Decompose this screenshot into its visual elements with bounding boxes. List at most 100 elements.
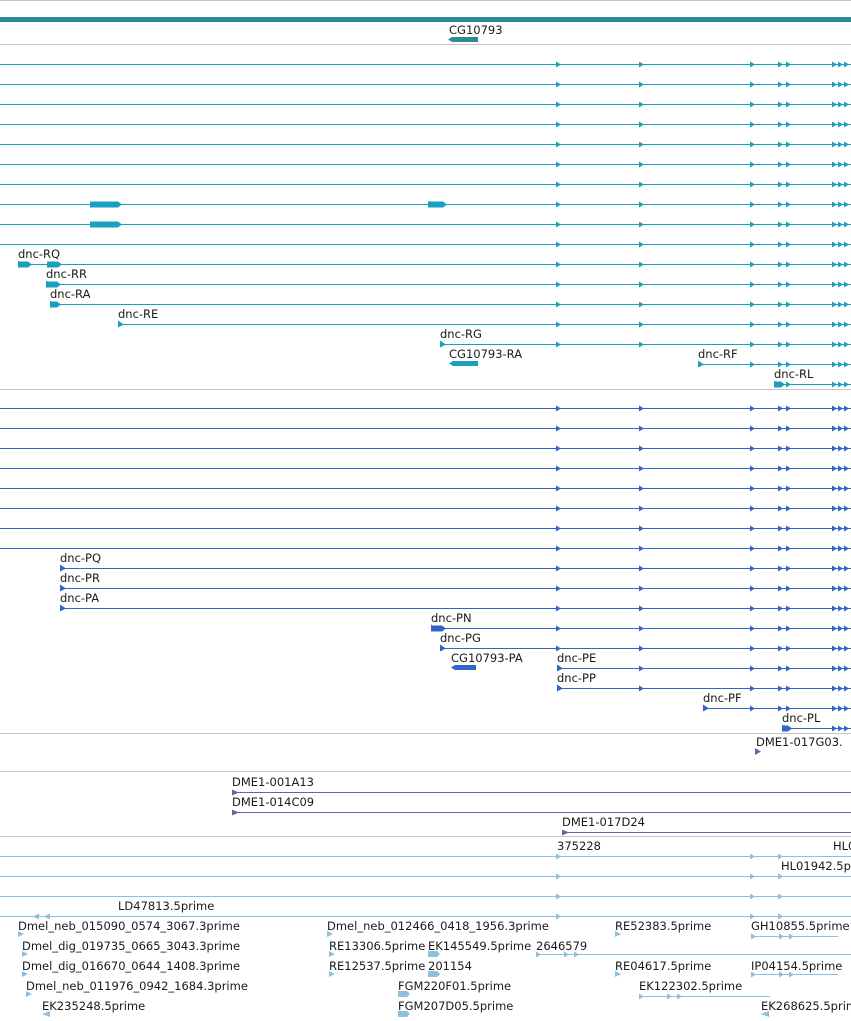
- refseq-cg-transcript[interactable]: CG10793-PA: [451, 651, 523, 670]
- est-label[interactable]: FGM220F01.5prime: [398, 979, 511, 993]
- bac-clone[interactable]: DME1-017D24: [562, 815, 851, 836]
- bac-clone-marker: [232, 809, 239, 816]
- est-feature[interactable]: [327, 931, 333, 937]
- est-label[interactable]: GH10855.5prime: [751, 919, 850, 933]
- est-label[interactable]: Dmel_dig_016670_0644_1408.3prime: [22, 959, 240, 973]
- est-feature[interactable]: [22, 971, 28, 977]
- exon-arrow: [832, 645, 837, 652]
- flybase-transcript-exon[interactable]: [90, 221, 122, 228]
- flybase-transcript-row[interactable]: dnc-RA: [50, 287, 851, 308]
- est-feature[interactable]: [615, 971, 621, 977]
- flybase-transcript-row[interactable]: [0, 141, 851, 148]
- est-feature[interactable]: [42, 1011, 50, 1017]
- flybase-transcript-row[interactable]: [0, 201, 851, 208]
- est-label[interactable]: Dmel_neb_012466_0418_1956.3prime: [327, 919, 549, 933]
- flybase-transcript-row[interactable]: [0, 81, 851, 88]
- flybase-transcript-row[interactable]: [0, 241, 851, 248]
- flybase-transcript-row[interactable]: dnc-RR: [46, 267, 851, 288]
- flybase-transcript-exon[interactable]: [428, 201, 447, 208]
- refseq-cg-transcript-feature[interactable]: [451, 665, 476, 670]
- refseq-transcript-row[interactable]: dnc-PP: [557, 671, 851, 692]
- flybase-transcript-exon[interactable]: [47, 261, 62, 268]
- est-feature[interactable]: [615, 931, 621, 937]
- refseq-transcript-row[interactable]: dnc-PL: [782, 711, 851, 732]
- exon-arrow: [750, 201, 755, 208]
- est-label[interactable]: 2646579: [536, 939, 587, 953]
- gene-span-bar[interactable]: [0, 17, 851, 22]
- gene-feature[interactable]: [448, 37, 478, 42]
- refseq-transcript-row[interactable]: [0, 545, 851, 552]
- refseq-transcript-label: dnc-PN: [431, 611, 472, 625]
- bac-clone[interactable]: DME1-001A13: [232, 775, 851, 796]
- est-feature[interactable]: [761, 1011, 769, 1017]
- refseq-transcript-row[interactable]: dnc-PR: [60, 571, 851, 592]
- refseq-transcript-row[interactable]: [0, 465, 851, 472]
- est-feature[interactable]: [26, 991, 32, 997]
- flybase-transcript-row[interactable]: [0, 121, 851, 128]
- est-feature[interactable]: [22, 951, 28, 957]
- est-label[interactable]: RE52383.5prime: [615, 919, 711, 933]
- refseq-transcript-row[interactable]: dnc-PQ: [60, 551, 851, 572]
- bac-clone[interactable]: DME1-017G03.: [755, 735, 843, 755]
- est-label[interactable]: Dmel_neb_011976_0942_1684.3prime: [26, 979, 248, 993]
- refseq-transcript-row[interactable]: dnc-PE: [557, 651, 851, 672]
- flybase-transcript-row[interactable]: [0, 221, 851, 228]
- est-label[interactable]: IP04154.5prime: [751, 959, 842, 973]
- flybase-transcript-row[interactable]: dnc-RF: [698, 347, 851, 368]
- refseq-transcript-row[interactable]: [0, 405, 851, 412]
- est-label[interactable]: HL01942.5p: [781, 859, 851, 873]
- exon-arrow: [639, 485, 644, 492]
- exon-arrow: [789, 971, 794, 978]
- flybase-transcript-row[interactable]: dnc-RE: [118, 307, 851, 328]
- est-label[interactable]: RE13306.5prime: [329, 939, 425, 953]
- flybase-cg-transcript-feature[interactable]: [449, 361, 478, 366]
- flybase-transcript-row[interactable]: dnc-RG: [440, 327, 851, 348]
- exon-arrow: [838, 725, 843, 732]
- refseq-transcript-row[interactable]: dnc-PF: [703, 691, 851, 712]
- est-feature[interactable]: [428, 971, 440, 977]
- flybase-transcripts-track: dnc-RQ dnc-RR dnc-RA dnc-RE dnc-RG dnc-RF dnc-…: [0, 61, 851, 388]
- est-feature[interactable]: [428, 951, 440, 957]
- est-label[interactable]: RE12537.5prime: [329, 959, 425, 973]
- refseq-transcript-row[interactable]: [0, 485, 851, 492]
- exon-arrow: [556, 853, 561, 860]
- bac-clone[interactable]: DME1-014C09: [232, 795, 851, 816]
- refseq-transcript-row[interactable]: dnc-PN: [431, 611, 851, 632]
- refseq-transcript-row[interactable]: dnc-PA: [60, 591, 851, 612]
- refseq-transcript-row[interactable]: [0, 425, 851, 432]
- flybase-transcript-row[interactable]: [0, 61, 851, 68]
- flybase-transcript-row[interactable]: [0, 101, 851, 108]
- refseq-transcript-row[interactable]: [0, 445, 851, 452]
- flybase-transcript-exon[interactable]: [90, 201, 122, 208]
- est-feature[interactable]: [329, 951, 335, 957]
- exon-arrow: [786, 625, 791, 632]
- est-label[interactable]: EK235248.5prime: [42, 999, 145, 1013]
- est-feature[interactable]: [398, 1011, 410, 1017]
- refseq-transcript-row[interactable]: dnc-PG: [440, 631, 851, 652]
- est-label[interactable]: Dmel_neb_015090_0574_3067.3prime: [18, 919, 240, 933]
- gene-label[interactable]: CG10793: [449, 23, 503, 37]
- est-label[interactable]: LD47813.5prime: [118, 899, 214, 913]
- est-label[interactable]: 375228: [557, 839, 601, 853]
- exon-arrow: [844, 505, 849, 512]
- exon-arrow: [778, 201, 783, 208]
- est-feature[interactable]: [18, 931, 24, 937]
- flybase-cg-transcript[interactable]: CG10793-RA: [449, 347, 522, 366]
- est-label[interactable]: FGM207D05.5prime: [398, 999, 513, 1013]
- est-label[interactable]: 201154: [428, 959, 472, 973]
- est-label[interactable]: HL0: [833, 839, 851, 853]
- est-feature[interactable]: [398, 991, 410, 997]
- est-label[interactable]: EK122302.5prime: [639, 979, 742, 993]
- flybase-transcript-row[interactable]: dnc-RL: [774, 367, 851, 388]
- exon-arrow: [786, 361, 791, 368]
- flybase-transcript-row[interactable]: [0, 181, 851, 188]
- refseq-transcript-row[interactable]: [0, 525, 851, 532]
- est-label[interactable]: EK145549.5prime: [428, 939, 531, 953]
- flybase-transcript-row[interactable]: [0, 161, 851, 168]
- refseq-transcript-row[interactable]: [0, 505, 851, 512]
- est-label[interactable]: EK268625.5prime: [761, 999, 851, 1013]
- est-label[interactable]: RE04617.5prime: [615, 959, 711, 973]
- flybase-transcript-row[interactable]: dnc-RQ: [18, 247, 851, 268]
- est-feature[interactable]: [329, 971, 335, 977]
- est-label[interactable]: Dmel_dig_019735_0665_3043.3prime: [22, 939, 240, 953]
